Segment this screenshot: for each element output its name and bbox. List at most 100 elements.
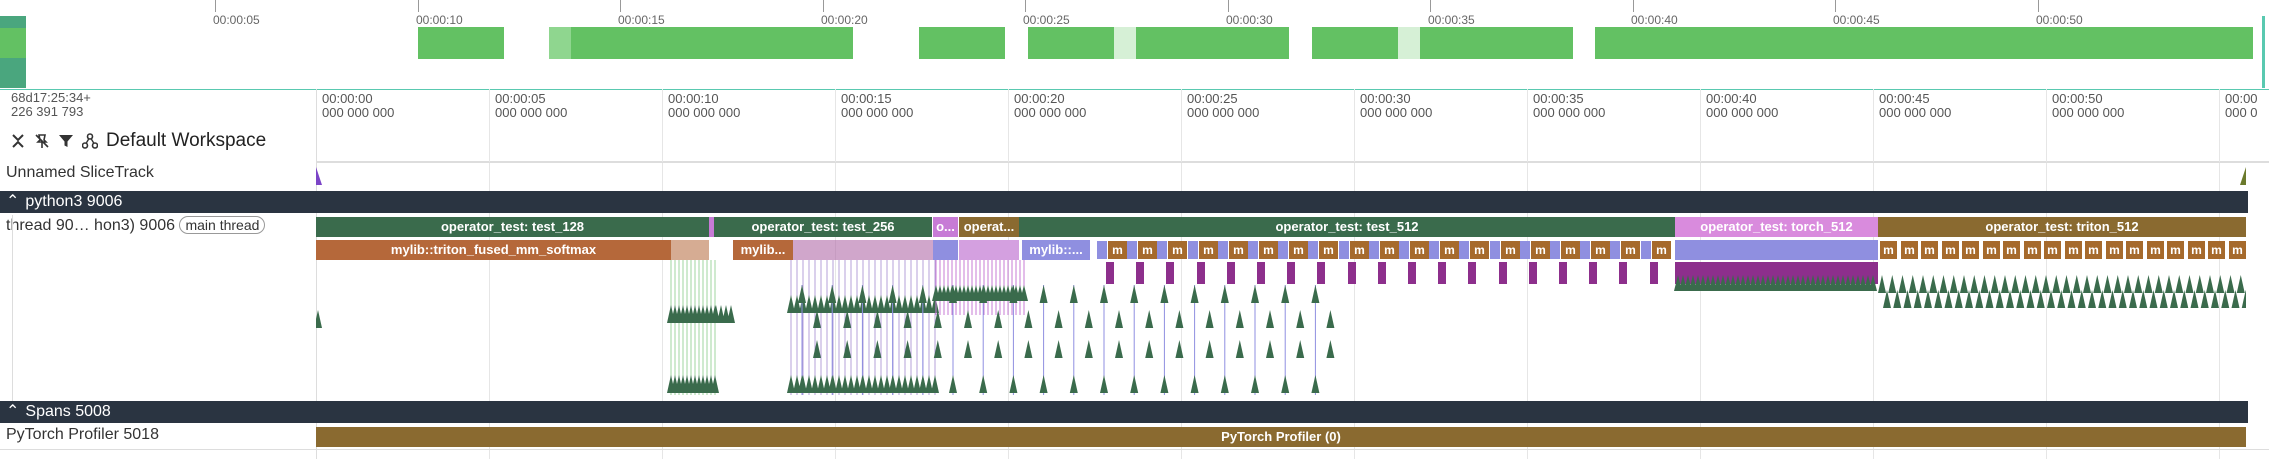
slice-gap[interactable] xyxy=(1188,241,1198,259)
subslice[interactable] xyxy=(1499,262,1507,284)
unpin-icon[interactable] xyxy=(34,133,50,149)
slice-gap[interactable] xyxy=(1097,241,1107,259)
slice-m[interactable]: m xyxy=(1983,241,2000,259)
slice-m[interactable]: m xyxy=(1440,241,1459,259)
slice-gap[interactable] xyxy=(1127,241,1137,259)
slice-gap[interactable] xyxy=(1399,241,1409,259)
subslice[interactable] xyxy=(1559,262,1567,284)
slice-overlay[interactable] xyxy=(793,240,933,260)
subslice[interactable] xyxy=(1348,262,1356,284)
slice-m[interactable]: m xyxy=(2167,241,2184,259)
overview-end-handle[interactable] xyxy=(2262,16,2265,88)
slice-gap[interactable] xyxy=(1157,241,1167,259)
slice-m[interactable]: m xyxy=(1942,241,1959,259)
slice-mylib-triton-fused[interactable]: mylib::triton_fused_mm_softmax xyxy=(316,240,671,260)
slice-m[interactable]: m xyxy=(1108,241,1127,259)
time-ruler[interactable]: 00:00:00 000 000 000 00:00:05 000 000 000 … xyxy=(316,89,2269,162)
slice-m[interactable]: m xyxy=(1138,241,1157,259)
track-label-thread[interactable]: thread 90… hon3) 9006 main thread xyxy=(0,215,316,237)
slice-m[interactable]: m xyxy=(2003,241,2020,259)
slice-m[interactable]: m xyxy=(2024,241,2041,259)
slice-small[interactable] xyxy=(709,217,717,237)
workspace-icon[interactable] xyxy=(81,133,99,149)
slice-m[interactable]: m xyxy=(2208,241,2225,259)
instant-event-marker[interactable] xyxy=(2240,167,2248,185)
slice-torch-512[interactable]: operator_test: torch_512 xyxy=(1675,217,1878,237)
slice-m[interactable]: m xyxy=(1199,241,1218,259)
slice-m[interactable]: m xyxy=(1901,241,1918,259)
subslice[interactable] xyxy=(1227,262,1235,284)
slice-m[interactable]: m xyxy=(2188,241,2205,259)
slice-m[interactable]: m xyxy=(1350,241,1369,259)
slice-overlay[interactable] xyxy=(959,240,1019,260)
subslice[interactable] xyxy=(1529,262,1537,284)
slice-m[interactable]: m xyxy=(1962,241,1979,259)
slice-m[interactable]: m xyxy=(1591,241,1610,259)
slice-gap[interactable] xyxy=(1520,241,1530,259)
slice-o-dots[interactable]: o... xyxy=(933,217,958,237)
slice-gap[interactable] xyxy=(1218,241,1228,259)
subslice[interactable] xyxy=(1287,262,1295,284)
subslice[interactable] xyxy=(1106,262,1114,284)
collapse-all-icon[interactable] xyxy=(10,133,26,149)
slice-gap[interactable] xyxy=(1308,241,1318,259)
slice-gap[interactable] xyxy=(1550,241,1560,259)
slice-m[interactable]: m xyxy=(1168,241,1187,259)
instant-event-marker[interactable] xyxy=(316,167,324,185)
slice-operator-test-256[interactable]: operator_test: test_256 xyxy=(714,217,932,237)
filter-icon[interactable] xyxy=(58,133,74,149)
subslice[interactable] xyxy=(1619,262,1627,284)
subslice[interactable] xyxy=(1589,262,1597,284)
track-label-unnamed-slice-track[interactable]: Unnamed SliceTrack xyxy=(6,164,154,181)
slice-m[interactable]: m xyxy=(1380,241,1399,259)
subslice[interactable] xyxy=(1317,262,1325,284)
slice-m[interactable]: m xyxy=(1621,241,1640,259)
slice-m[interactable]: m xyxy=(1561,241,1580,259)
slice-m[interactable]: m xyxy=(1259,241,1278,259)
event-spike-layer[interactable] xyxy=(316,255,2246,405)
subslice[interactable] xyxy=(1650,262,1658,284)
slice-mylib-lavender[interactable]: mylib::... xyxy=(1022,240,1090,260)
slice-m[interactable]: m xyxy=(2106,241,2123,259)
slice-gap[interactable] xyxy=(1580,241,1590,259)
subslice[interactable] xyxy=(1408,262,1416,284)
workspace-label[interactable]: Default Workspace xyxy=(106,130,267,151)
slice-gap[interactable] xyxy=(1339,241,1349,259)
slice-m[interactable]: m xyxy=(2085,241,2102,259)
slice-operat[interactable]: operat... xyxy=(959,217,1019,237)
slice-m[interactable]: m xyxy=(1531,241,1550,259)
slice-m[interactable]: m xyxy=(1652,241,1671,259)
slice-pytorch-profiler[interactable]: PyTorch Profiler (0) xyxy=(316,427,2246,447)
subslice[interactable] xyxy=(1197,262,1205,284)
slice-gap[interactable] xyxy=(1369,241,1379,259)
slice-gap[interactable] xyxy=(1429,241,1439,259)
overview-timeline[interactable]: 00:00:05 00:00:10 00:00:15 00:00:20 00:0… xyxy=(0,0,2269,90)
slice-mylib-short[interactable]: mylib... xyxy=(733,240,793,260)
slice-gap[interactable] xyxy=(1610,241,1620,259)
slice-triton-512[interactable]: operator_test: triton_512 xyxy=(1878,217,2246,237)
slice-m[interactable]: m xyxy=(2229,241,2246,259)
slice-m[interactable]: m xyxy=(1289,241,1308,259)
slice-m[interactable]: m xyxy=(2044,241,2061,259)
slice-gap[interactable] xyxy=(1459,241,1469,259)
slice-m[interactable]: m xyxy=(1880,241,1897,259)
slice-gap[interactable] xyxy=(1641,241,1651,259)
slice-m[interactable]: m xyxy=(1319,241,1338,259)
slice-m[interactable]: m xyxy=(1501,241,1520,259)
group-header-spans[interactable]: ⌃ Spans 5008 xyxy=(0,401,2248,423)
subslice[interactable] xyxy=(1438,262,1446,284)
subslice[interactable] xyxy=(1378,262,1386,284)
slice-gap[interactable] xyxy=(1248,241,1258,259)
slice-m[interactable]: m xyxy=(1470,241,1489,259)
subslice[interactable] xyxy=(1166,262,1174,284)
slice-operator-test-128[interactable]: operator_test: test_128 xyxy=(316,217,709,237)
group-header-python3[interactable]: ⌃ python3 9006 xyxy=(0,191,2248,213)
slice-gap[interactable] xyxy=(1278,241,1288,259)
slice-m[interactable]: m xyxy=(1410,241,1429,259)
subslice[interactable] xyxy=(1468,262,1476,284)
slice-m[interactable]: m xyxy=(2065,241,2082,259)
slice-operator-test-512[interactable]: operator_test: test_512 xyxy=(1019,217,1675,237)
slice-m[interactable]: m xyxy=(1921,241,1938,259)
slice-gap[interactable] xyxy=(1490,241,1500,259)
subslice[interactable] xyxy=(1257,262,1265,284)
